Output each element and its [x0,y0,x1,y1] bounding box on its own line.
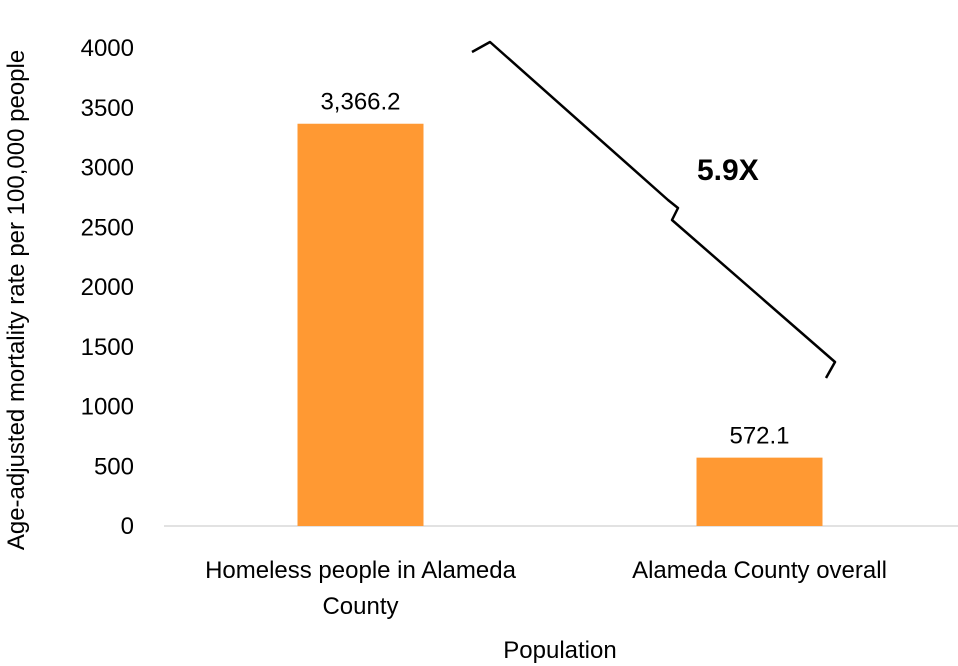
y-tick-label: 500 [94,453,134,480]
x-tick-label: County [322,593,398,620]
y-tick-label: 2000 [81,274,134,301]
y-tick-label: 0 [121,513,134,540]
y-tick-label: 1500 [81,334,134,361]
y-tick-label: 3000 [81,155,134,182]
y-tick-label: 2500 [81,214,134,241]
ratio-annotation: 5.9X [697,154,759,187]
category-labels: Homeless people in Alameda County Alameda … [205,557,887,620]
bars [297,123,823,526]
data-label: 3,366.2 [320,89,400,116]
y-tick-label: 3500 [81,95,134,122]
bar [696,457,823,526]
bar [297,123,424,526]
x-tick-label: Alameda County overall [632,557,887,584]
y-axis-ticks: 0 500 1000 1500 2000 2500 3000 3500 4000 [81,35,134,540]
y-tick-label: 1000 [81,394,134,421]
y-tick-label: 4000 [81,35,134,62]
ratio-bracket [471,40,837,379]
data-label: 572.1 [729,423,789,450]
value-labels: 3,366.2 572.1 [320,89,789,450]
x-axis-title: Population [503,637,616,664]
y-axis-title: Age-adjusted mortality rate per 100,000 … [3,50,30,550]
x-tick-label: Homeless people in Alameda [205,557,517,584]
